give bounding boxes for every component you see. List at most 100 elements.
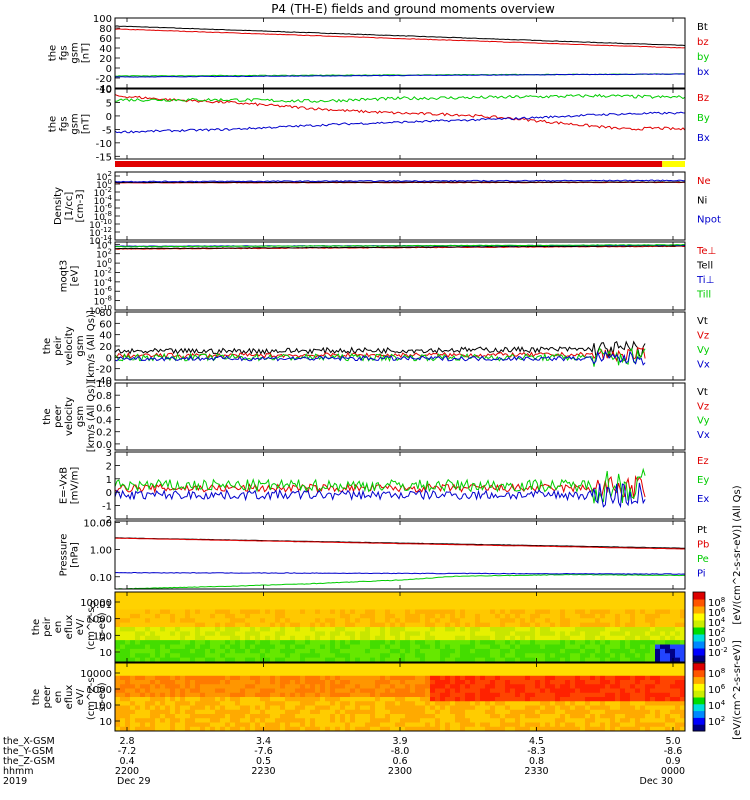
heatmap-cell — [335, 622, 341, 628]
heatmap-cell — [625, 635, 631, 641]
heatmap-cell — [330, 627, 336, 632]
heatmap-cell — [350, 648, 356, 654]
legend-peer_velocity-1: Vz — [697, 401, 709, 412]
heatmap-cell — [460, 618, 466, 624]
heatmap-cell — [385, 667, 391, 673]
heatmap-cell — [515, 722, 521, 728]
heatmap-cell — [350, 709, 356, 715]
heatmap-cell — [595, 648, 601, 654]
heatmap-cell — [370, 667, 376, 673]
heatmap-cell — [335, 688, 341, 694]
heatmap-cell — [335, 718, 341, 724]
heatmap-cell — [295, 648, 301, 654]
heatmap-cell — [575, 675, 581, 681]
heatmap-cell — [495, 726, 501, 731]
heatmap-cell — [630, 680, 636, 685]
heatmap-cell — [160, 609, 166, 615]
heatmap-cell — [220, 640, 226, 646]
heatmap-cell — [165, 684, 171, 690]
heatmap-cell — [460, 653, 466, 659]
heatmap-cell — [195, 657, 201, 662]
y-tick-label: 0.2 — [96, 428, 112, 439]
heatmap-cell — [500, 648, 506, 654]
heatmap-cell — [680, 618, 685, 624]
heatmap-cell — [175, 705, 181, 711]
heatmap-cell — [275, 627, 281, 632]
heatmap-cell — [625, 592, 631, 597]
heatmap-cell — [210, 631, 216, 637]
heatmap-cell — [500, 605, 506, 611]
heatmap-cell — [380, 718, 386, 724]
heatmap-cell — [550, 688, 556, 694]
heatmap-cell — [280, 667, 286, 673]
heatmap-cell — [135, 596, 141, 602]
heatmap-cell — [540, 635, 546, 641]
heatmap-cell — [540, 605, 546, 611]
heatmap-cell — [140, 640, 146, 646]
heatmap-cell — [565, 667, 571, 673]
heatmap-cell — [115, 688, 121, 694]
heatmap-cell — [645, 644, 651, 650]
heatmap-cell — [670, 653, 676, 659]
heatmap-cell — [210, 671, 216, 677]
heatmap-cell — [405, 644, 411, 650]
heatmap-cell — [125, 718, 131, 724]
heatmap-cell — [260, 600, 266, 606]
heatmap-cell — [235, 627, 241, 632]
heatmap-cell — [165, 596, 171, 602]
heatmap-cell — [585, 648, 591, 654]
heatmap-cell — [395, 680, 401, 685]
heatmap-cell — [590, 675, 596, 681]
heatmap-cell — [140, 618, 146, 624]
heatmap-cell — [210, 726, 216, 731]
heatmap-cell — [250, 657, 256, 662]
heatmap-cell — [320, 609, 326, 615]
heatmap-cell — [430, 705, 436, 711]
heatmap-cell — [345, 600, 351, 606]
heatmap-cell — [165, 705, 171, 711]
heatmap-cell — [160, 605, 166, 611]
heatmap-cell — [370, 688, 376, 694]
heatmap-cell — [600, 609, 606, 615]
heatmap-cell — [560, 667, 566, 673]
heatmap-cell — [210, 613, 216, 619]
heatmap-cell — [255, 680, 261, 685]
heatmap-cell — [510, 701, 516, 707]
x-row-label: the_Z-GSM — [3, 756, 55, 767]
heatmap-cell — [635, 671, 641, 677]
heatmap-cell — [490, 680, 496, 685]
heatmap-cell — [370, 692, 376, 698]
heatmap-cell — [580, 627, 586, 632]
heatmap-cell — [610, 613, 616, 619]
heatmap-cell — [550, 657, 556, 662]
heatmap-cell — [410, 635, 416, 641]
heatmap-cell — [320, 680, 326, 685]
heatmap-cell — [660, 592, 666, 597]
heatmap-cell — [475, 697, 481, 702]
heatmap-cell — [170, 714, 176, 719]
heatmap-cell — [485, 714, 491, 719]
heatmap-cell — [490, 671, 496, 677]
heatmap-cell — [215, 714, 221, 719]
heatmap-cell — [195, 605, 201, 611]
heatmap-cell — [300, 709, 306, 715]
heatmap-cell — [385, 675, 391, 681]
heatmap-cell — [390, 640, 396, 646]
heatmap-cell — [360, 613, 366, 619]
heatmap-cell — [655, 648, 661, 654]
heatmap-cell — [405, 726, 411, 731]
heatmap-cell — [260, 688, 266, 694]
heatmap-cell — [385, 684, 391, 690]
heatmap-cell — [655, 635, 661, 641]
heatmap-cell — [610, 688, 616, 694]
heatmap-cell — [280, 605, 286, 611]
heatmap-cell — [320, 714, 326, 719]
heatmap-cell — [490, 718, 496, 724]
heatmap-cell — [560, 644, 566, 650]
heatmap-cell — [340, 622, 346, 628]
heatmap-cell — [255, 692, 261, 698]
heatmap-cell — [415, 644, 421, 650]
heatmap-cell — [490, 613, 496, 619]
heatmap-cell — [565, 596, 571, 602]
heatmap-cell — [340, 697, 346, 702]
